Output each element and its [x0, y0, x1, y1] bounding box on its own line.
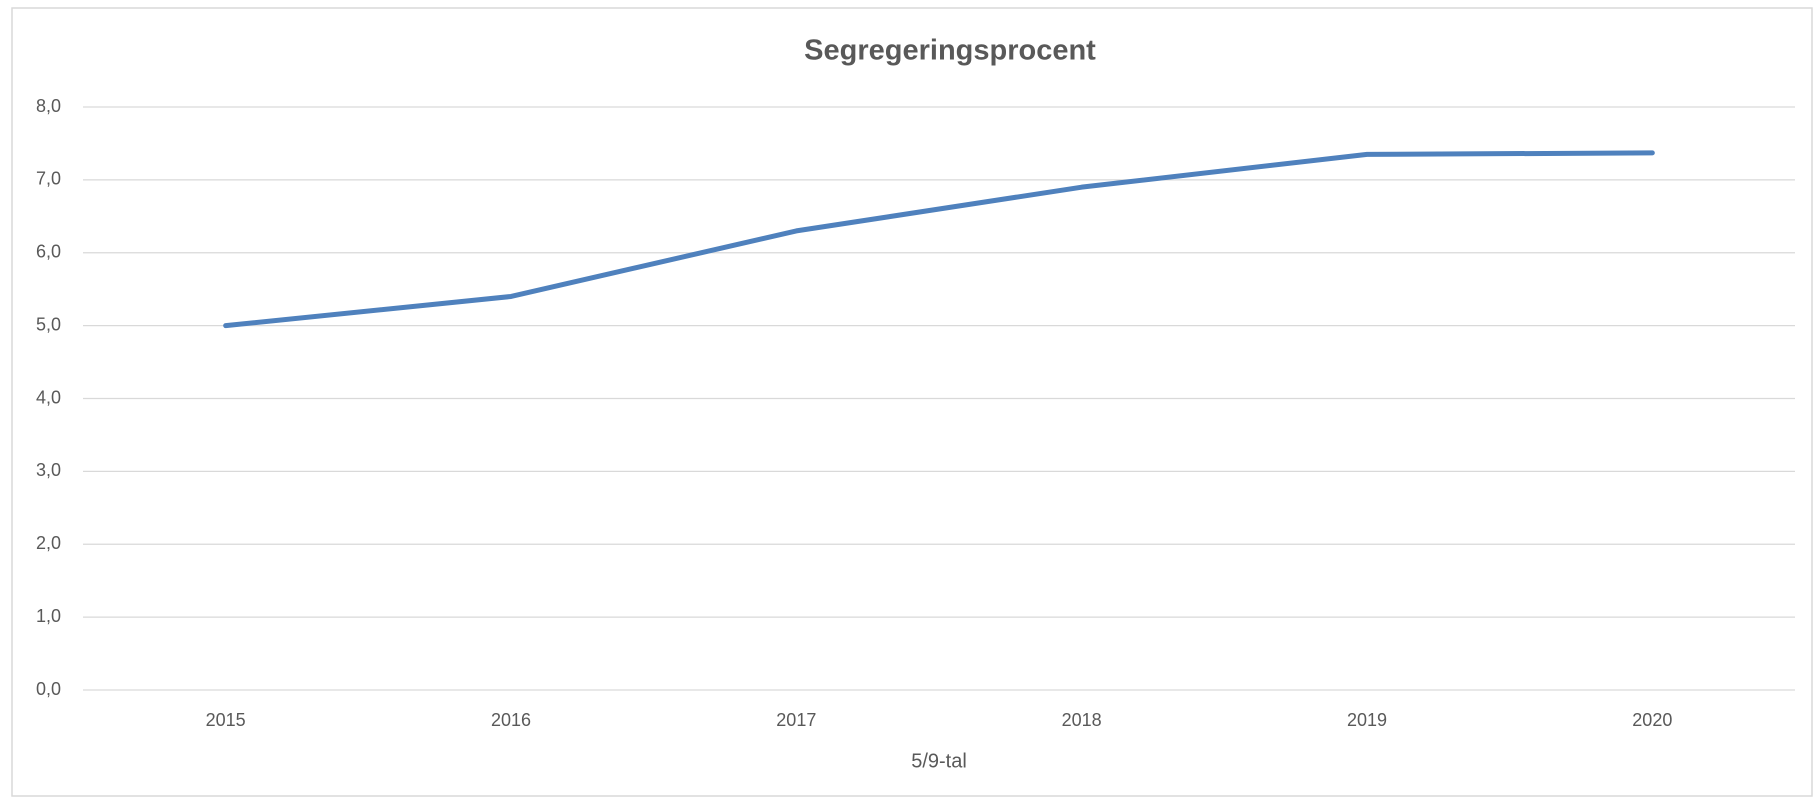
x-tick-label: 2015	[206, 710, 246, 730]
y-tick-label: 4,0	[36, 387, 61, 407]
x-tick-label: 2020	[1632, 710, 1672, 730]
y-tick-label: 3,0	[36, 460, 61, 480]
y-tick-label: 7,0	[36, 169, 61, 189]
chart-title: Segregeringsprocent	[804, 35, 1096, 67]
data-line	[223, 150, 1655, 329]
y-tick-label: 2,0	[36, 533, 61, 553]
y-tick-label: 6,0	[36, 242, 61, 262]
y-tick-label: 8,0	[36, 96, 61, 116]
y-tick-label: 1,0	[36, 606, 61, 626]
x-tick-label: 2017	[776, 710, 816, 730]
x-tick-label: 2019	[1347, 710, 1387, 730]
x-tick-label: 2016	[491, 710, 531, 730]
y-tick-label: 0,0	[36, 679, 61, 699]
y-tick-label: 5,0	[36, 314, 61, 334]
x-tick-label: 2018	[1062, 710, 1102, 730]
x-axis-title: 5/9-tal	[911, 750, 967, 772]
chart-frame	[11, 7, 1813, 797]
